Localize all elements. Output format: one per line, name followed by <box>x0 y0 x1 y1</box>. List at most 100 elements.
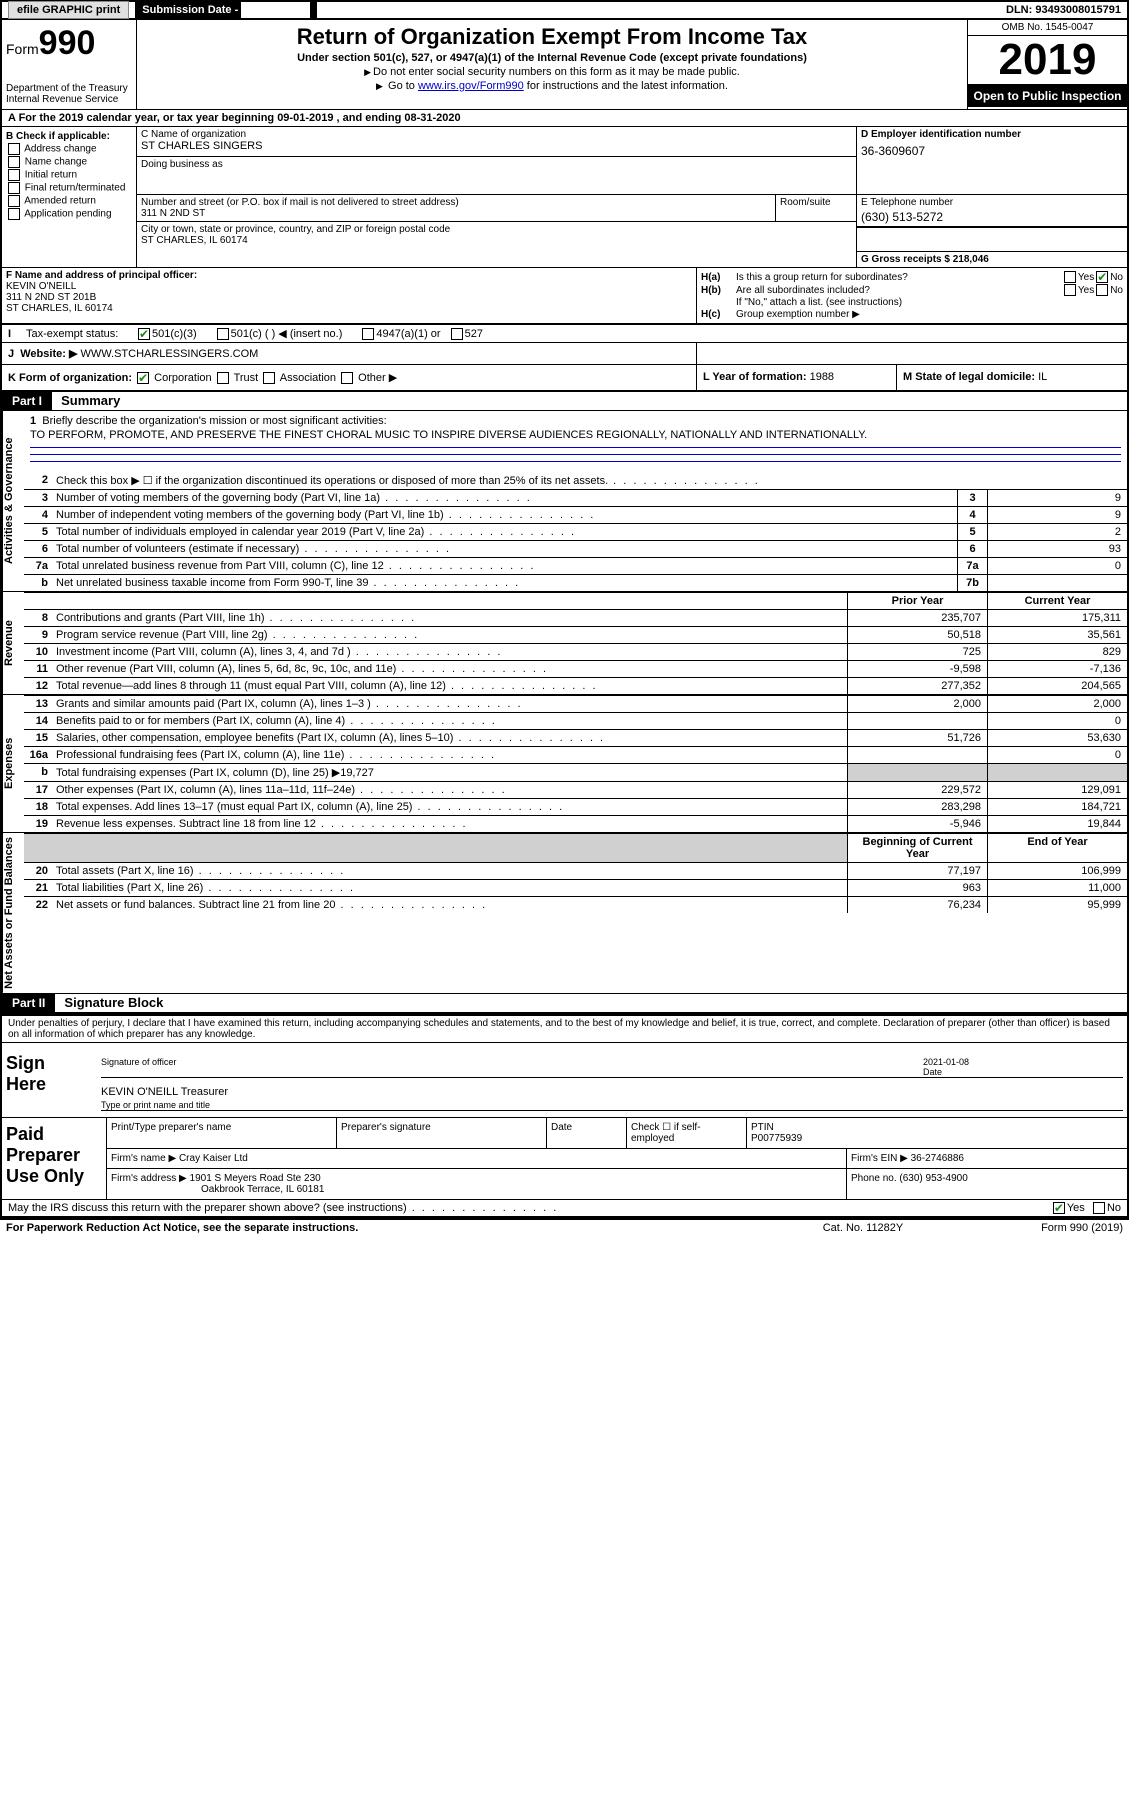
gov-line-4: 4Number of independent voting members of… <box>24 506 1127 523</box>
principal-officer: F Name and address of principal officer:… <box>2 268 697 323</box>
paid-preparer-label: Paid Preparer Use Only <box>2 1118 107 1199</box>
website-value: WWW.STCHARLESSINGERS.COM <box>80 348 258 360</box>
line-value: 9 <box>987 507 1127 523</box>
line-19: 19Revenue less expenses. Subtract line 1… <box>24 815 1127 832</box>
officer-addr1: 311 N 2ND ST 201B <box>6 292 96 303</box>
gov-line-5: 5Total number of individuals employed in… <box>24 523 1127 540</box>
line-num: 2 <box>24 472 52 489</box>
cb-4947[interactable] <box>362 328 374 340</box>
street-value: 311 N 2ND ST <box>141 208 771 219</box>
line-15: 15Salaries, other compensation, employee… <box>24 729 1127 746</box>
col-b-checkboxes: B Check if applicable: Address change Na… <box>2 127 137 267</box>
ein-value: 36-3609607 <box>861 144 1123 158</box>
cb-application-pending[interactable]: Application pending <box>6 208 132 220</box>
line-16a: 16aProfessional fundraising fees (Part I… <box>24 746 1127 763</box>
revenue-col-headers: Prior Year Current Year <box>24 592 1127 609</box>
line-current: 204,565 <box>987 678 1127 694</box>
submission-date-label: Submission Date - 2021-01-08 <box>136 2 316 18</box>
efile-button[interactable]: efile GRAPHIC print <box>8 1 129 19</box>
irs-link[interactable]: www.irs.gov/Form990 <box>418 80 524 92</box>
discuss-no[interactable] <box>1093 1202 1105 1214</box>
line-value: 0 <box>987 558 1127 574</box>
self-employed-hdr: Check ☐ if self-employed <box>627 1118 747 1148</box>
telephone-label: E Telephone number <box>861 197 1123 208</box>
col-cde: C Name of organization ST CHARLES SINGER… <box>137 127 1127 267</box>
type-name-label: Type or print name and title <box>101 1100 1123 1110</box>
header-right: OMB No. 1545-0047 2019 Open to Public In… <box>967 20 1127 109</box>
line-num: 7a <box>24 558 52 574</box>
hb-no[interactable] <box>1096 284 1108 296</box>
line-text: Other revenue (Part VIII, column (A), li… <box>52 661 847 677</box>
ha-yes[interactable] <box>1064 271 1076 283</box>
line-current: 95,999 <box>987 897 1127 913</box>
tax-year: 2019 <box>968 36 1127 85</box>
row-bcdefg: B Check if applicable: Address change Na… <box>2 127 1127 268</box>
line-21: 21Total liabilities (Part X, line 26)963… <box>24 879 1127 896</box>
line-num: 16a <box>24 747 52 763</box>
cb-other[interactable] <box>341 372 353 384</box>
line-num: b <box>24 575 52 591</box>
form-number: Form990 <box>6 24 132 63</box>
cb-501c3[interactable] <box>138 328 150 340</box>
ha-no[interactable] <box>1096 271 1108 283</box>
vtab-governance: Activities & Governance <box>2 411 24 591</box>
header-left: Form990 Department of the Treasury Inter… <box>2 20 137 109</box>
penalty-statement: Under penalties of perjury, I declare th… <box>2 1016 1127 1043</box>
line-num: 15 <box>24 730 52 746</box>
ein-label: D Employer identification number <box>861 129 1021 140</box>
line-12: 12Total revenue—add lines 8 through 11 (… <box>24 677 1127 694</box>
line-prior <box>847 713 987 729</box>
vtab-revenue: Revenue <box>2 592 24 694</box>
cb-address-change[interactable]: Address change <box>6 143 132 155</box>
line1-num: 1 <box>30 415 36 427</box>
discuss-yes[interactable] <box>1053 1202 1065 1214</box>
form-of-org: K Form of organization: Corporation Trus… <box>2 365 697 390</box>
mission-label: Briefly describe the organization's miss… <box>42 415 386 427</box>
ha-label: H(a) <box>701 272 736 283</box>
line-num: 19 <box>24 816 52 832</box>
line-text: Investment income (Part VIII, column (A)… <box>52 644 847 660</box>
line-current: 106,999 <box>987 863 1127 879</box>
telephone-value: (630) 513-5272 <box>861 210 1123 224</box>
address-block: Number and street (or P.O. box if mail i… <box>137 195 857 267</box>
tel-gross-block: E Telephone number (630) 513-5272 G Gros… <box>857 195 1127 267</box>
form-990-page: efile GRAPHIC print Submission Date - 20… <box>0 0 1129 1220</box>
line-text: Total fundraising expenses (Part IX, col… <box>52 764 847 781</box>
part2-badge: Part II <box>2 994 55 1012</box>
sig-date-val: 2021-01-08 <box>923 1057 969 1067</box>
cb-final-return[interactable]: Final return/terminated <box>6 182 132 194</box>
cb-name-change[interactable]: Name change <box>6 156 132 168</box>
year-formation-val: 1988 <box>810 371 834 383</box>
cb-initial-return[interactable]: Initial return <box>6 169 132 181</box>
cb-527[interactable] <box>451 328 463 340</box>
hb-yes[interactable] <box>1064 284 1076 296</box>
j-label: J <box>8 348 14 360</box>
line-text: Total unrelated business revenue from Pa… <box>52 558 957 574</box>
line-current: 0 <box>987 747 1127 763</box>
mission-block: 1 Briefly describe the organization's mi… <box>24 411 1127 472</box>
org-name-label: C Name of organization <box>141 129 852 140</box>
cb-trust[interactable] <box>217 372 229 384</box>
line-prior <box>847 747 987 763</box>
line-b: bTotal fundraising expenses (Part IX, co… <box>24 763 1127 781</box>
line-18: 18Total expenses. Add lines 13–17 (must … <box>24 798 1127 815</box>
gov-line-7a: 7aTotal unrelated business revenue from … <box>24 557 1127 574</box>
cb-amended-return[interactable]: Amended return <box>6 195 132 207</box>
line-prior: 76,234 <box>847 897 987 913</box>
tax-exempt-row: I Tax-exempt status: 501(c)(3) 501(c) ( … <box>2 324 1127 343</box>
room-suite: Room/suite <box>776 195 856 221</box>
hb-text: Are all subordinates included? <box>736 285 1062 296</box>
org-name-block: C Name of organization ST CHARLES SINGER… <box>137 127 857 195</box>
firm-phone-block: Phone no. (630) 953-4900 <box>847 1169 1127 1199</box>
cb-501c[interactable] <box>217 328 229 340</box>
line-current: 829 <box>987 644 1127 660</box>
line-prior: 725 <box>847 644 987 660</box>
discuss-row: May the IRS discuss this return with the… <box>2 1200 1127 1218</box>
form-subtitle: Under section 501(c), 527, or 4947(a)(1)… <box>141 52 963 64</box>
firm-phone: (630) 953-4900 <box>899 1173 967 1184</box>
cb-association[interactable] <box>263 372 275 384</box>
line-prior: 51,726 <box>847 730 987 746</box>
dept-treasury: Department of the Treasury Internal Reve… <box>6 83 132 105</box>
omb-number: OMB No. 1545-0047 <box>968 20 1127 36</box>
cb-corporation[interactable] <box>137 372 149 384</box>
